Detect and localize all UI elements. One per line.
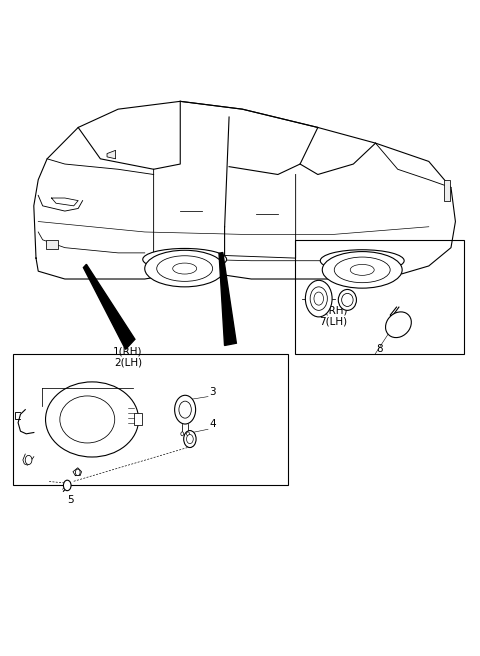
Ellipse shape <box>143 249 227 270</box>
Ellipse shape <box>157 256 213 281</box>
Ellipse shape <box>60 396 115 443</box>
Ellipse shape <box>145 251 225 287</box>
Ellipse shape <box>173 263 197 274</box>
Circle shape <box>181 432 184 436</box>
Ellipse shape <box>322 251 402 288</box>
Bar <box>46 241 58 249</box>
Circle shape <box>305 280 332 317</box>
Polygon shape <box>134 413 142 424</box>
Polygon shape <box>107 150 116 159</box>
Text: 1(RH)
2(LH): 1(RH) 2(LH) <box>113 346 143 368</box>
Ellipse shape <box>350 264 374 276</box>
Circle shape <box>75 469 80 476</box>
Circle shape <box>314 292 324 305</box>
Ellipse shape <box>334 257 390 283</box>
Ellipse shape <box>385 312 411 338</box>
Text: 4: 4 <box>209 419 216 429</box>
Ellipse shape <box>338 289 357 310</box>
Polygon shape <box>84 264 135 350</box>
Circle shape <box>310 287 327 310</box>
Text: 6(RH)
7(LH): 6(RH) 7(LH) <box>318 305 348 327</box>
Circle shape <box>175 396 196 424</box>
Text: 8: 8 <box>376 344 383 354</box>
Circle shape <box>179 401 192 418</box>
Ellipse shape <box>342 293 353 306</box>
Polygon shape <box>219 253 236 346</box>
Ellipse shape <box>46 382 139 457</box>
Bar <box>13 354 288 485</box>
Circle shape <box>187 432 190 436</box>
Ellipse shape <box>320 250 404 272</box>
Bar <box>444 180 450 201</box>
Circle shape <box>184 430 196 447</box>
Circle shape <box>187 434 193 443</box>
Bar <box>295 240 464 354</box>
Text: 5: 5 <box>67 495 74 504</box>
Circle shape <box>25 455 32 464</box>
Circle shape <box>63 480 71 491</box>
Text: 3: 3 <box>209 386 216 397</box>
